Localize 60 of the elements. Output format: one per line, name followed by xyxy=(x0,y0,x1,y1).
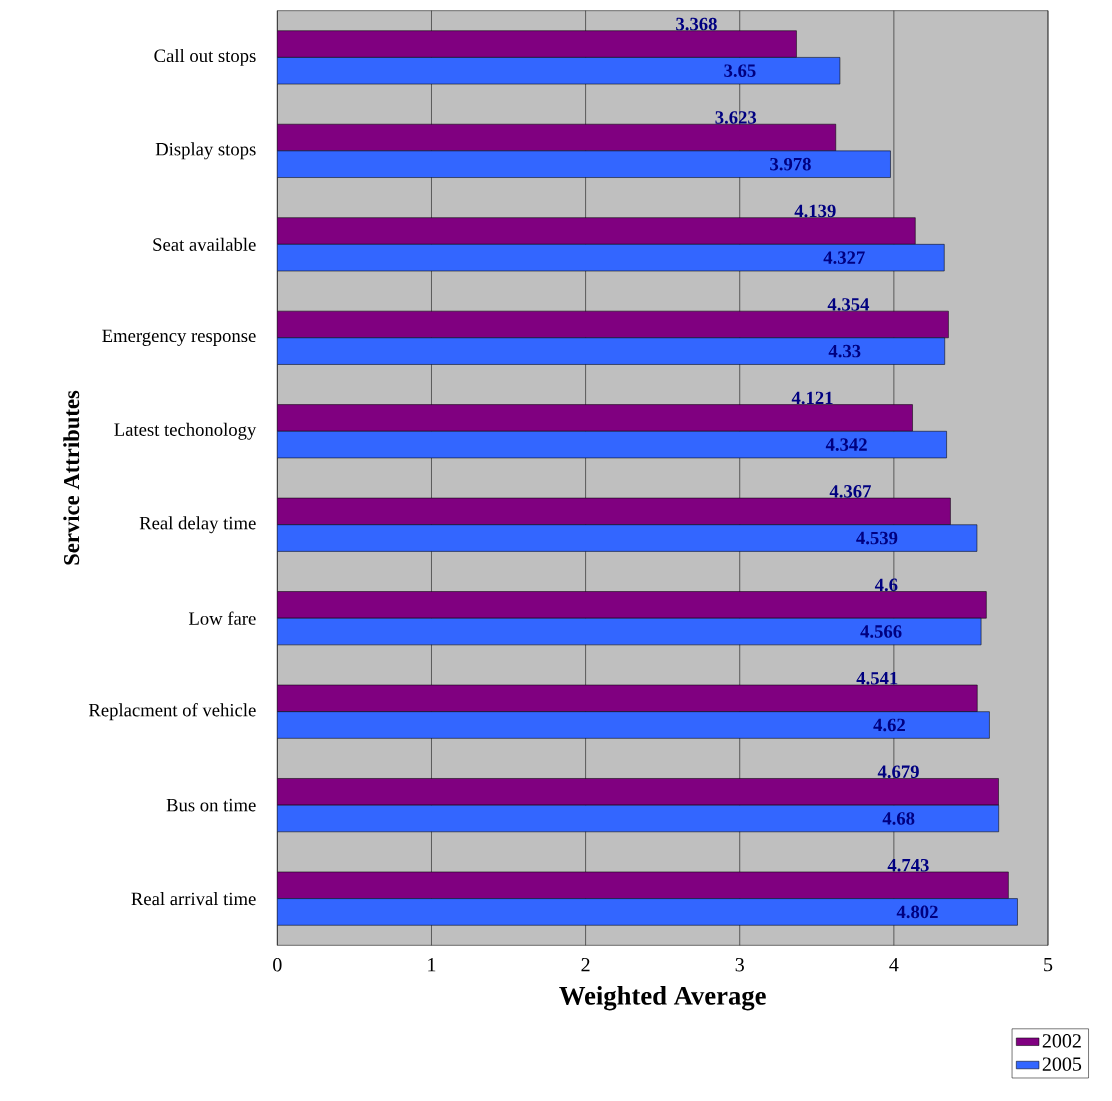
y-tick-label: Seat available xyxy=(153,237,256,251)
data-label: 3.623 xyxy=(715,111,757,124)
bar xyxy=(277,684,978,712)
data-label: 3.65 xyxy=(724,64,756,77)
data-label: 3.368 xyxy=(676,17,717,31)
data-label: 4.802 xyxy=(896,905,938,919)
x-tick-label: 0 xyxy=(273,957,282,972)
data-label: 4.139 xyxy=(794,204,836,218)
y-tick-label: Display stops xyxy=(155,142,256,160)
data-label: 4.6 xyxy=(874,578,898,592)
y-tick-label: Real arrival time xyxy=(131,891,256,906)
data-label: 4.121 xyxy=(791,391,833,405)
data-label: 4.566 xyxy=(860,625,902,638)
data-label: 4.743 xyxy=(887,858,929,872)
bar xyxy=(277,56,841,85)
bar xyxy=(277,310,949,338)
bar xyxy=(277,243,945,272)
bar xyxy=(277,217,916,245)
data-label: 4.679 xyxy=(877,765,919,778)
data-label: 3.978 xyxy=(770,157,811,171)
bar xyxy=(277,617,982,645)
y-tick-label: Replacment of vehicle xyxy=(88,702,256,721)
bar xyxy=(277,711,990,739)
bar xyxy=(277,337,945,365)
x-tick-label: 1 xyxy=(428,957,436,972)
data-label: 4.541 xyxy=(856,671,898,685)
bar xyxy=(277,591,987,619)
legend-label: 2002 xyxy=(1042,1033,1081,1048)
legend-label: 2005 xyxy=(1042,1057,1082,1071)
y-tick-label: Low fare xyxy=(188,611,256,625)
bar xyxy=(277,804,999,832)
y-axis-title: Service Attributes xyxy=(63,390,80,565)
bar xyxy=(277,30,797,58)
bar xyxy=(277,123,837,151)
bar xyxy=(277,497,951,525)
x-axis-title: Weighted Average xyxy=(559,985,766,1011)
data-label: 4.62 xyxy=(873,718,905,732)
bar xyxy=(277,430,947,459)
bar xyxy=(277,778,999,806)
bar xyxy=(277,871,1009,899)
data-label: 4.68 xyxy=(882,811,915,825)
data-label: 4.342 xyxy=(825,438,867,451)
bar xyxy=(277,898,1018,926)
data-label: 4.354 xyxy=(827,298,870,311)
x-tick-label: 5 xyxy=(1044,957,1053,972)
x-tick-label: 2 xyxy=(581,957,590,972)
y-tick-label: Real delay time xyxy=(139,516,256,534)
x-tick-label: 3 xyxy=(735,957,744,972)
x-tick-label: 4 xyxy=(889,957,899,972)
data-label: 4.327 xyxy=(823,251,865,264)
data-label: 4.367 xyxy=(829,484,871,498)
y-tick-label: Bus on time xyxy=(166,798,256,812)
data-label: 4.33 xyxy=(828,344,861,358)
data-label: 4.539 xyxy=(856,531,898,545)
y-tick-label: Latest techonology xyxy=(114,422,257,440)
y-tick-label: Call out stops xyxy=(154,48,256,66)
bar xyxy=(277,150,891,178)
bar xyxy=(277,524,978,552)
y-tick-label: Emergency response xyxy=(102,329,256,346)
bar xyxy=(277,404,913,432)
